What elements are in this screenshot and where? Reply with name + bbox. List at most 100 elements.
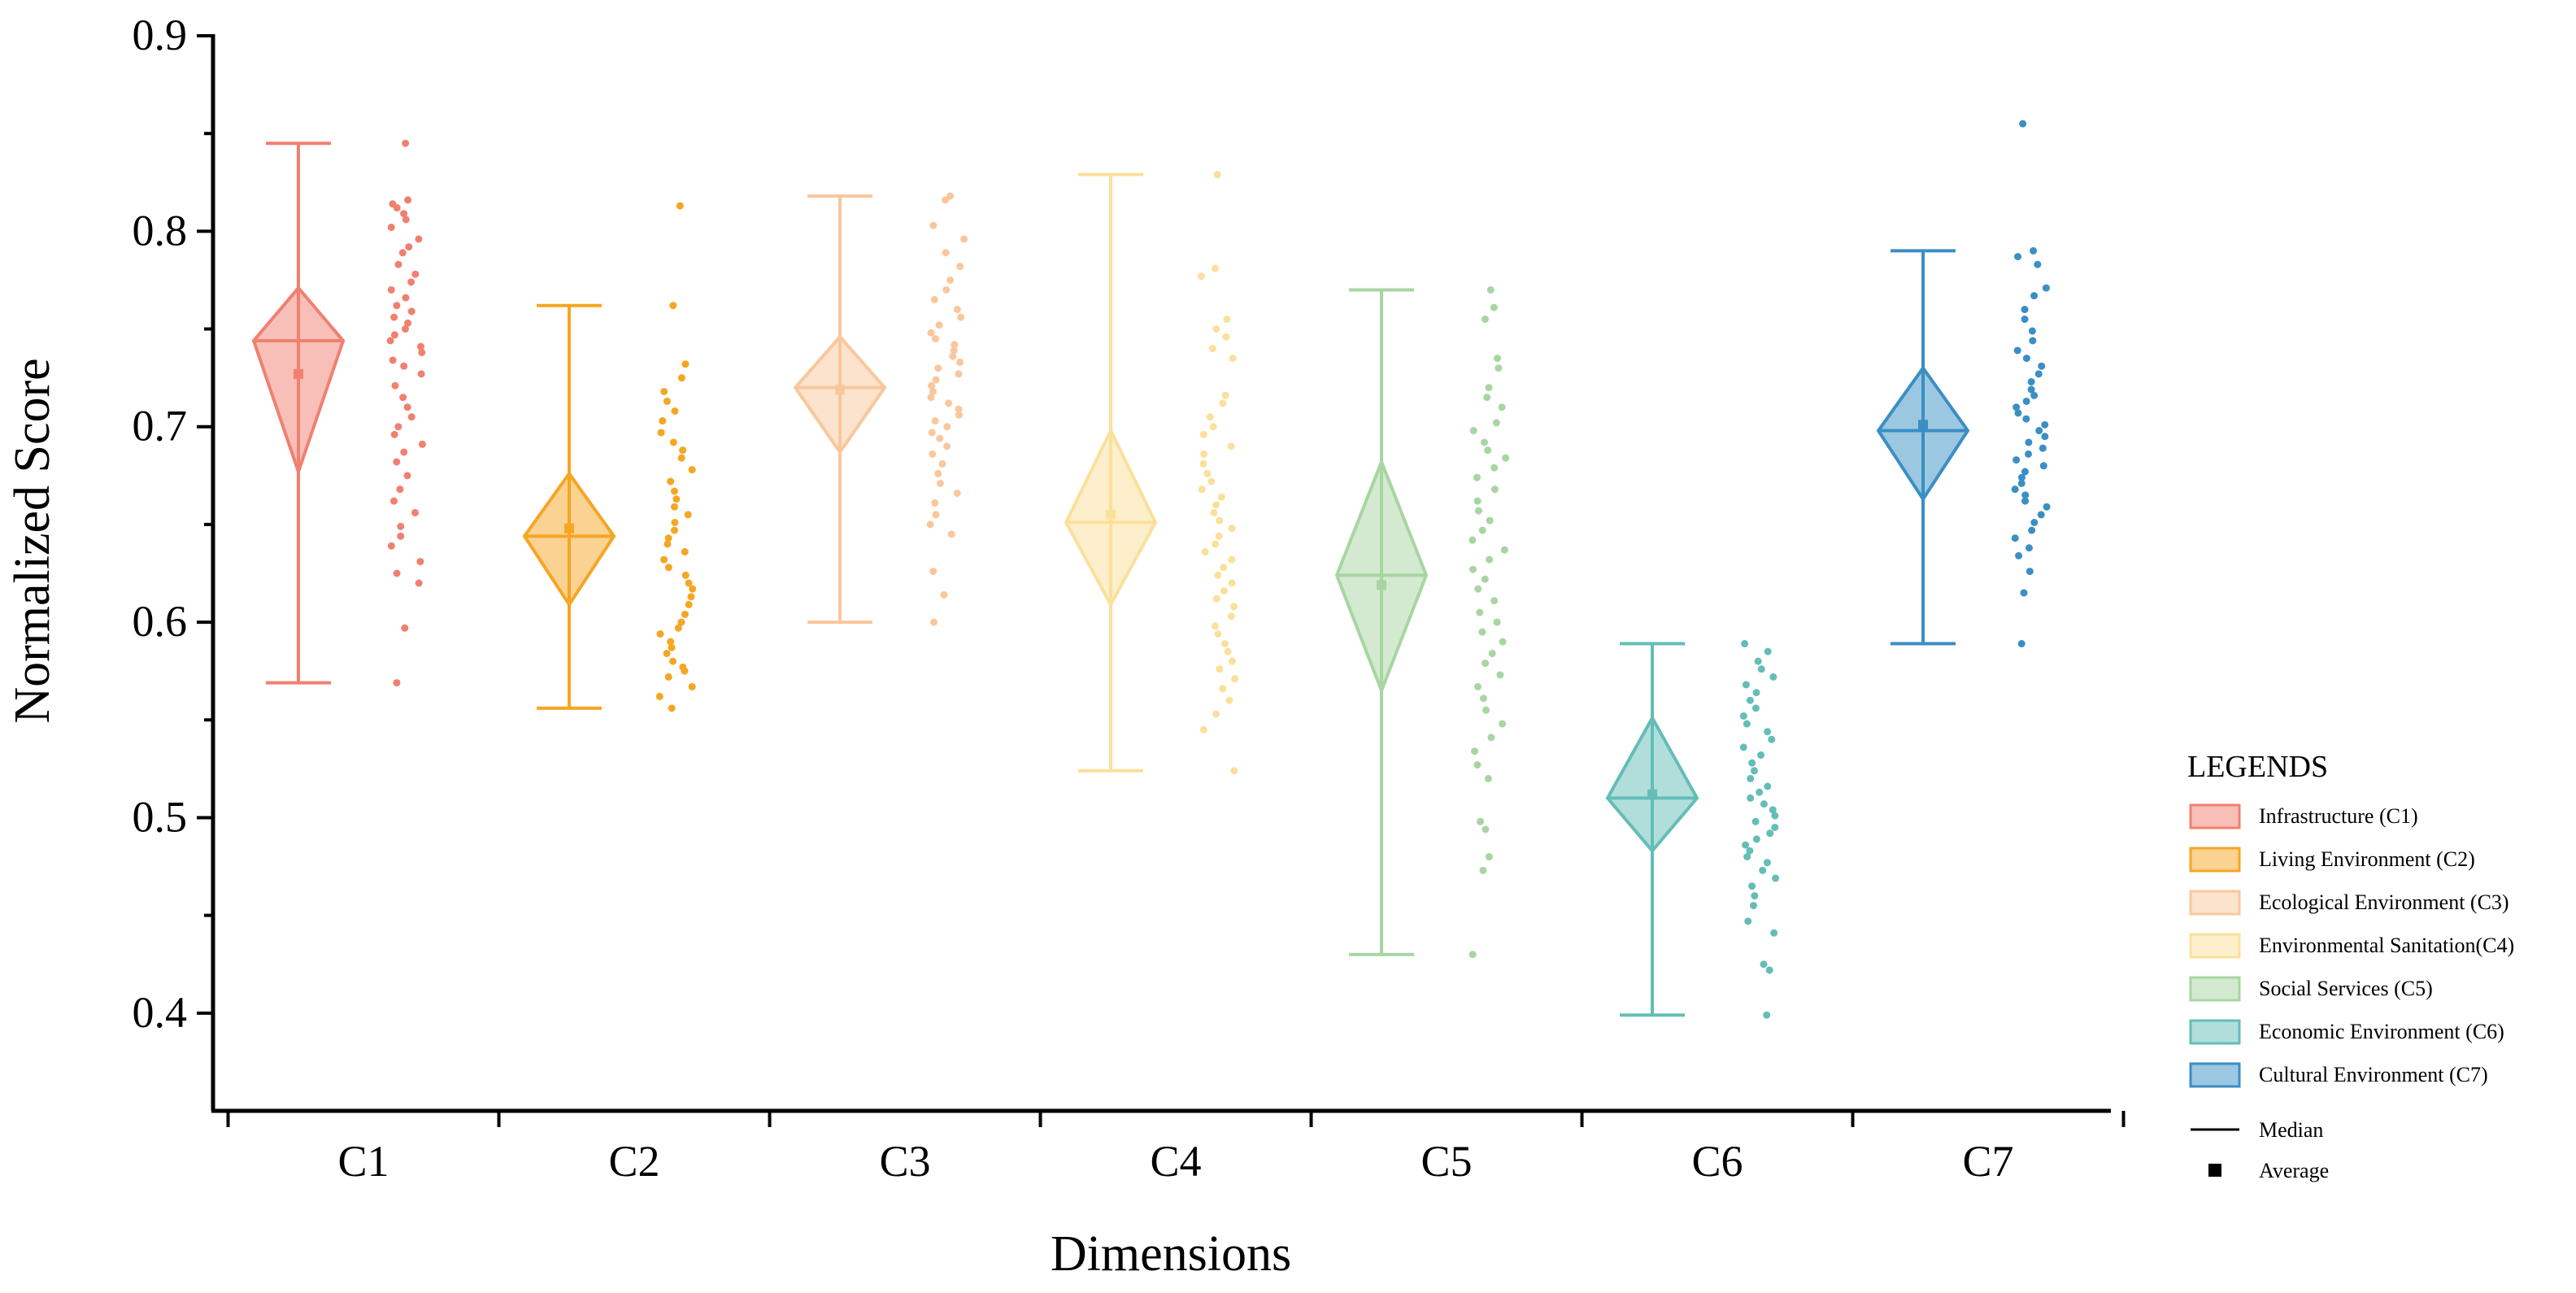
legend-label: Cultural Environment (C7) <box>2259 1063 2488 1086</box>
legend-average-symbol <box>2208 1164 2221 1177</box>
data-point <box>1212 501 1220 509</box>
data-point <box>936 434 944 442</box>
data-point <box>1486 285 1495 294</box>
data-point <box>670 487 678 495</box>
data-point <box>407 278 416 286</box>
legend-title: LEGENDS <box>2187 750 2328 784</box>
data-point <box>2025 544 2033 552</box>
series-c1 <box>251 139 426 687</box>
data-point <box>1478 526 1486 534</box>
data-point <box>416 558 424 566</box>
data-point <box>1490 303 1498 311</box>
data-point <box>1760 960 1768 969</box>
data-point <box>943 423 951 431</box>
data-point <box>1742 841 1750 849</box>
data-point <box>1751 704 1760 712</box>
data-point <box>2013 346 2021 355</box>
data-point <box>1766 829 1774 838</box>
data-point <box>1490 597 1499 605</box>
data-point <box>1212 540 1220 548</box>
data-point <box>387 285 395 294</box>
data-point <box>2014 409 2022 417</box>
data-point <box>681 360 690 368</box>
data-point <box>400 362 408 370</box>
data-point <box>2025 450 2033 458</box>
data-point <box>934 469 942 477</box>
data-point <box>1768 735 1776 743</box>
data-point <box>1216 665 1224 673</box>
data-point <box>393 679 401 687</box>
data-point <box>1479 694 1487 703</box>
data-point <box>1212 594 1221 603</box>
data-point <box>655 692 664 700</box>
data-point <box>2011 534 2019 542</box>
data-point <box>679 446 687 455</box>
diamond <box>793 334 887 455</box>
data-point <box>2021 491 2030 499</box>
legend-label: Infrastructure (C1) <box>2259 804 2418 828</box>
data-point <box>2030 292 2039 300</box>
data-point <box>1228 555 1236 564</box>
data-point <box>955 370 963 378</box>
mean-marker <box>294 368 303 379</box>
data-point <box>2011 485 2019 494</box>
data-point <box>2021 306 2029 314</box>
data-point <box>1746 696 1754 704</box>
data-point <box>407 307 416 316</box>
data-point <box>1473 682 1482 690</box>
data-point <box>402 294 410 302</box>
data-point <box>1209 423 1217 431</box>
data-point <box>393 458 401 466</box>
data-point <box>926 520 934 529</box>
series-c6 <box>1605 640 1780 1019</box>
data-point <box>931 498 939 507</box>
data-point <box>1752 689 1760 697</box>
data-point <box>1469 427 1477 435</box>
data-point <box>1756 788 1764 796</box>
data-point <box>2017 640 2026 648</box>
data-point <box>674 624 682 632</box>
data-point <box>397 532 405 540</box>
data-point <box>2020 589 2028 597</box>
data-point <box>1230 767 1238 775</box>
data-point <box>664 673 672 681</box>
data-point <box>2021 497 2030 505</box>
data-point <box>1485 384 1493 392</box>
data-point <box>1220 587 1228 595</box>
data-point <box>689 585 697 593</box>
data-point <box>404 319 412 327</box>
data-point <box>2030 519 2039 527</box>
data-point <box>1228 579 1236 587</box>
data-point <box>1757 665 1765 673</box>
data-point <box>947 530 955 538</box>
data-point <box>1480 438 1488 446</box>
mean-marker <box>1918 420 1928 430</box>
data-point <box>411 270 420 278</box>
data-point <box>957 313 965 321</box>
data-point <box>1772 874 1780 882</box>
data-point <box>1481 575 1489 583</box>
data-point <box>664 534 672 542</box>
legend-swatch <box>2189 847 2241 873</box>
data-point <box>399 394 407 402</box>
mean-marker <box>1647 789 1657 799</box>
data-point <box>1744 917 1752 925</box>
data-point <box>1199 459 1208 468</box>
data-point <box>2017 479 2026 487</box>
data-point <box>1483 394 1491 402</box>
data-point <box>660 387 668 395</box>
data-point <box>1215 532 1223 540</box>
data-point <box>955 411 963 419</box>
data-point <box>1493 618 1501 626</box>
data-point <box>1229 355 1237 363</box>
data-point <box>2042 284 2050 292</box>
x-tick-label-c5: C5 <box>1421 1137 1472 1186</box>
legend-label: Ecological Environment (C3) <box>2259 890 2509 914</box>
data-point <box>1770 929 1778 937</box>
data-point <box>1213 171 1221 179</box>
data-point <box>956 358 964 366</box>
data-point <box>2025 438 2033 446</box>
data-point <box>1486 516 1494 525</box>
y-axis-title: Normalized Score <box>5 358 60 723</box>
